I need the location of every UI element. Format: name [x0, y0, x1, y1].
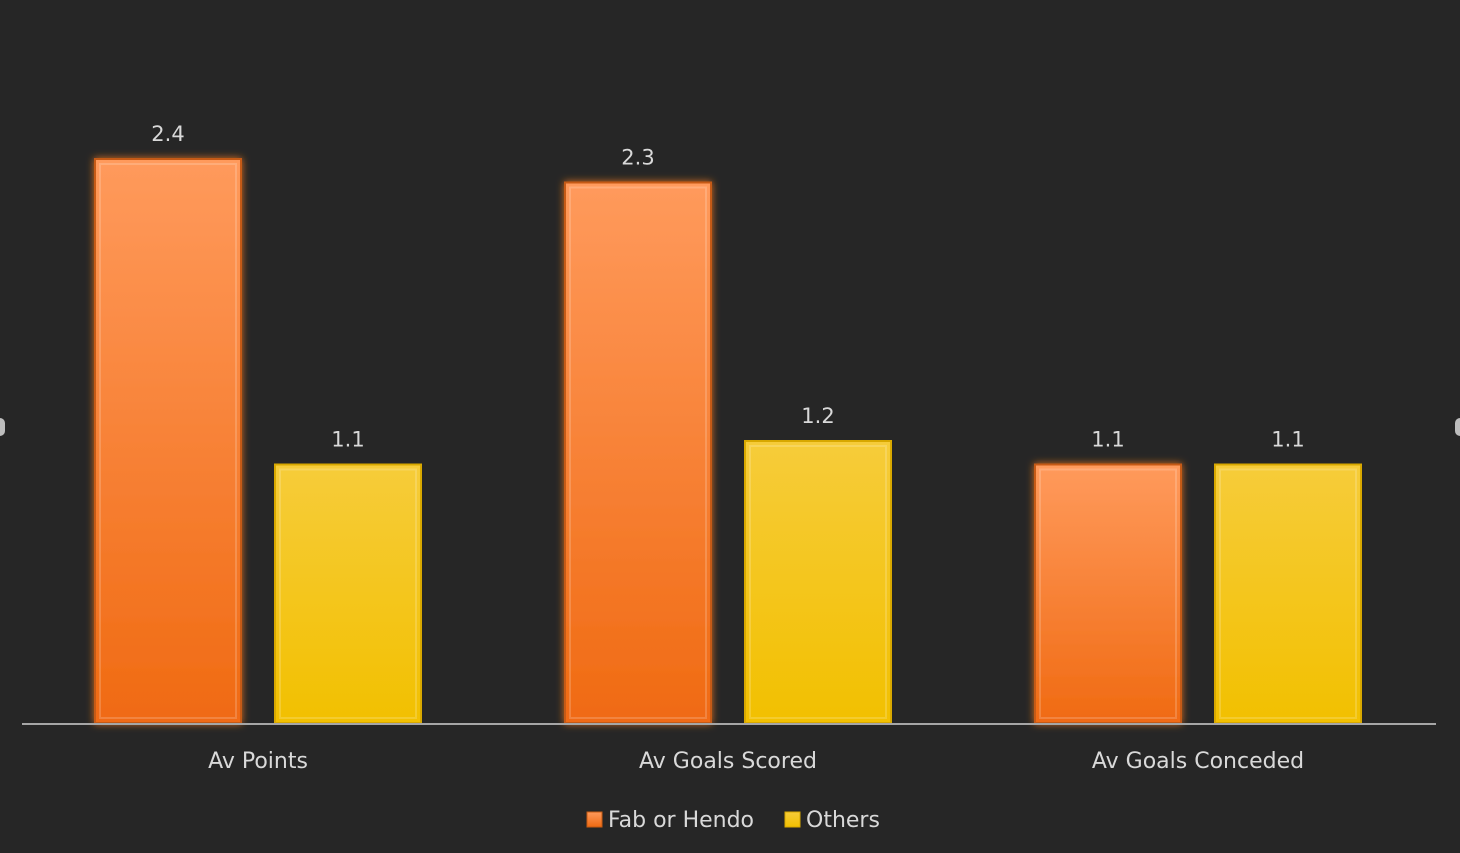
right-edge-handle	[1455, 418, 1460, 436]
bar-others-1	[744, 440, 892, 724]
x-tick-label: Av Goals Conceded	[1092, 749, 1304, 774]
legend-swatch	[784, 811, 801, 828]
bar-others-0	[274, 463, 422, 724]
data-label: 1.1	[1271, 428, 1304, 452]
left-edge-handle	[0, 418, 5, 436]
data-label: 1.1	[1091, 428, 1124, 452]
bar-fab-or-hendo-0	[94, 158, 242, 724]
x-tick-label: Av Points	[208, 749, 308, 774]
data-label: 2.4	[151, 122, 184, 146]
legend-label: Fab or Hendo	[608, 808, 754, 833]
x-tick-label: Av Goals Scored	[639, 749, 817, 774]
data-label: 1.2	[801, 404, 834, 428]
data-label: 2.3	[621, 146, 654, 170]
bar-bevel	[749, 445, 887, 719]
bar-bevel	[99, 163, 237, 719]
bar-others-2	[1214, 463, 1362, 724]
bar-bevel	[1219, 468, 1357, 719]
bar-fab-or-hendo-1	[564, 181, 712, 724]
legend: Fab or Hendo Others	[586, 808, 880, 833]
legend-label: Others	[806, 808, 880, 833]
bar-bevel	[569, 186, 707, 719]
data-label: 1.1	[331, 428, 364, 452]
legend-swatch	[586, 811, 603, 828]
bar-bevel	[1039, 468, 1177, 719]
bar-bevel	[279, 468, 417, 719]
bar-fab-or-hendo-2	[1034, 463, 1182, 724]
